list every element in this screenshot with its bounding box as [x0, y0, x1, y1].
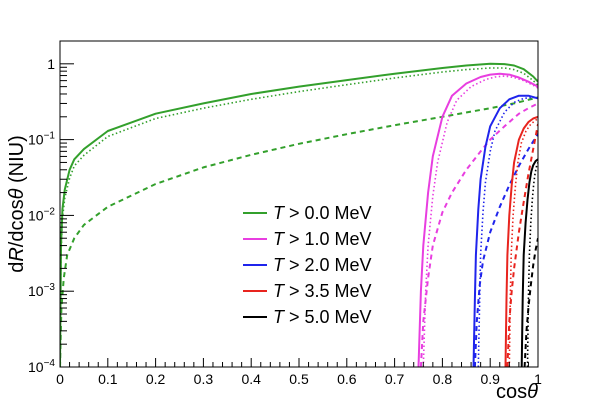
- x-tick-label: 0.6: [337, 371, 357, 387]
- x-axis: 0 0.1 0.2 0.3 0.4 0.5 0.6 0.7 0.8 0.9 1: [56, 358, 542, 387]
- x-axis-label: cosθ: [496, 381, 538, 403]
- legend-label: T > 3.5 MeV: [273, 281, 372, 301]
- legend-label: T > 5.0 MeV: [273, 307, 372, 327]
- x-tick-label: 0.3: [194, 371, 214, 387]
- y-axis-label: dR/dcosθ (NIU): [6, 135, 28, 273]
- x-tick-label: 0.9: [480, 371, 500, 387]
- x-tick-label: 0.5: [289, 371, 309, 387]
- legend-label: T > 1.0 MeV: [273, 229, 372, 249]
- x-tick-label: 0.1: [98, 371, 118, 387]
- series-line-3-solid: [504, 115, 538, 367]
- series-line-2-dotted: [477, 96, 538, 367]
- legend: T > 0.0 MeV T > 1.0 MeV T > 2.0 MeV T > 3.5…: [243, 203, 372, 327]
- y-axis: 10−4 10−3 10−2 10−1 1: [28, 40, 74, 375]
- y-tick-label: 10−3: [28, 282, 55, 299]
- series-line-4-dashed: [523, 238, 538, 367]
- x-tick-label: 0.8: [433, 371, 453, 387]
- series-line-0-dotted: [60, 67, 538, 367]
- y-tick-label: 10−4: [28, 358, 55, 375]
- y-tick-label: 1: [47, 56, 55, 72]
- y-tick-label: 10−1: [28, 131, 55, 148]
- series-line-2-solid: [472, 94, 538, 367]
- legend-label: T > 2.0 MeV: [273, 255, 372, 275]
- series-line-0-dashed: [60, 96, 538, 367]
- series-line-2-dashed: [473, 133, 538, 367]
- legend-label: T > 0.0 MeV: [273, 203, 372, 223]
- series-line-1-dashed: [419, 102, 538, 367]
- y-tick-label: 10−2: [28, 206, 55, 223]
- x-tick-label: 1: [534, 371, 542, 387]
- x-tick-label: 0: [56, 371, 64, 387]
- x-tick-label: 0.4: [241, 371, 261, 387]
- plot-curves: [60, 62, 538, 367]
- x-tick-label: 0.2: [146, 371, 166, 387]
- series-line-1-solid: [417, 72, 538, 367]
- series-line-3-dashed: [506, 123, 538, 367]
- series-line-0-solid: [60, 62, 538, 367]
- series-line-3-dotted: [508, 117, 538, 367]
- series-line-4-solid: [520, 158, 538, 367]
- x-tick-label: 0.7: [385, 371, 405, 387]
